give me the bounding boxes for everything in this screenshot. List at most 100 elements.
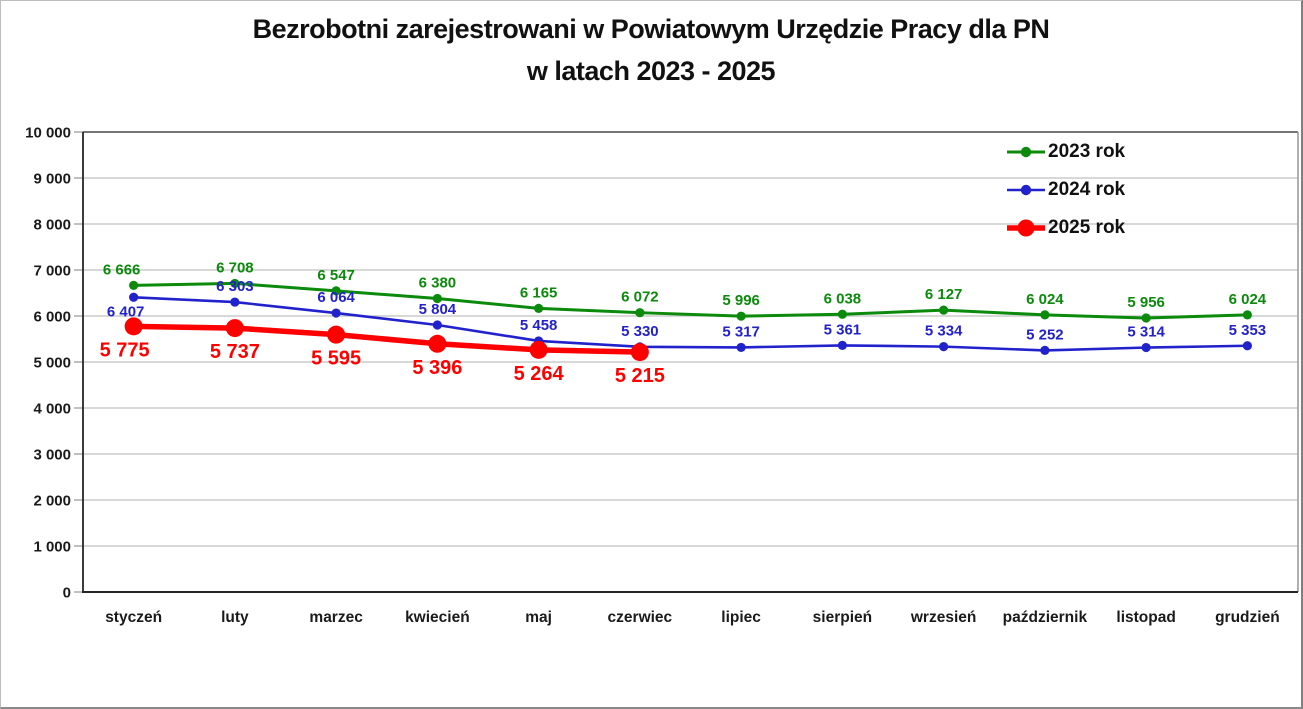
series-line: [130, 323, 643, 355]
data-label: 6 072: [621, 289, 659, 306]
data-point-marker: [1242, 310, 1252, 320]
data-label: 5 330: [621, 323, 659, 340]
y-tick-label: 4 000: [33, 401, 71, 418]
series-line: [132, 295, 1249, 352]
data-label: 5 314: [1127, 324, 1165, 341]
y-tick-label: 3 000: [33, 447, 71, 464]
data-label: 5 458: [520, 317, 558, 334]
data-label: 5 264: [514, 363, 565, 385]
data-label: 6 303: [216, 278, 254, 295]
gridlines: [83, 177, 1298, 547]
data-labels-2023-rok: 6 666 6 708 6 547 6 380 6 165 6 072 5 996 6 038…: [103, 259, 1267, 311]
legend-item-2023: 2023 rok: [1007, 133, 1125, 171]
data-point-marker: [939, 305, 949, 315]
data-point-marker: [230, 297, 240, 307]
data-point-marker: [534, 303, 544, 314]
data-point-marker: [837, 340, 847, 350]
legend-label-2023: 2023 rok: [1048, 141, 1126, 162]
data-labels-2024-rok: 6 407 6 303 6 064 5 804 5 458 5 330 5 317 5 361…: [107, 278, 1266, 343]
data-point-marker: [225, 319, 244, 338]
data-point-marker: [1040, 345, 1050, 356]
y-tick-label: 5 000: [33, 355, 71, 372]
chart-title: Bezrobotni zarejestrowani w Powiatowym U…: [1, 8, 1301, 92]
data-point-marker: [529, 340, 548, 359]
data-label: 6 024: [1229, 291, 1267, 308]
data-point-marker: [327, 325, 346, 344]
data-label: 6 708: [216, 259, 254, 276]
data-label: 5 996: [722, 292, 760, 309]
data-point-marker: [736, 342, 746, 353]
y-tick-label: 2 000: [33, 493, 71, 510]
data-label: 5 396: [412, 357, 462, 379]
x-axis-labels: styczeń luty marzec kwiecień maj czerwiec lipi…: [105, 609, 1279, 626]
legend-line-marker-icon: [1007, 146, 1045, 158]
data-point-marker: [1141, 313, 1151, 323]
data-label: 6 064: [317, 289, 355, 306]
x-tick-label: grudzień: [1215, 609, 1280, 626]
data-label: 5 956: [1127, 294, 1165, 311]
data-label: 6 165: [520, 284, 558, 301]
x-tick-label: czerwiec: [608, 609, 673, 626]
series-2024-rok: [129, 292, 1252, 356]
y-tick-label: 0: [63, 585, 71, 602]
data-point-marker: [331, 308, 341, 318]
data-point-marker: [129, 292, 139, 302]
y-axis-labels: 0 1 000 2 000 3 000 4 000 5 000 6 000 7 000 8 00…: [25, 125, 71, 602]
chart-title-line2: w latach 2023 - 2025: [526, 56, 776, 86]
data-label: 5 595: [311, 348, 361, 370]
series-line: [132, 281, 1249, 320]
data-label: 5 353: [1229, 322, 1267, 339]
plot-borders: [82, 131, 1299, 593]
x-tick-label: listopad: [1116, 609, 1175, 626]
x-tick-label: luty: [221, 609, 249, 626]
y-axis-ticks: [74, 131, 83, 593]
y-tick-label: 7 000: [33, 263, 71, 280]
data-point-marker: [1141, 342, 1151, 353]
data-label: 5 775: [100, 339, 150, 361]
data-label: 5 361: [824, 321, 862, 338]
legend-line-marker-icon: [1007, 219, 1045, 237]
y-tick-label: 8 000: [33, 217, 71, 234]
data-point-marker: [428, 334, 447, 353]
legend-item-2024: 2024 rok: [1007, 171, 1125, 209]
data-label: 6 547: [317, 267, 355, 284]
data-point-marker: [129, 280, 139, 290]
series-2023-rok: [129, 278, 1252, 323]
data-point-marker: [736, 311, 746, 321]
series-2025-rok: [124, 317, 649, 362]
y-tick-label: 1 000: [33, 539, 71, 556]
data-label: 5 215: [615, 365, 665, 387]
data-label: 5 334: [925, 323, 963, 340]
legend-label-2025: 2025 rok: [1048, 217, 1126, 238]
data-point-marker: [1242, 341, 1252, 351]
x-tick-label: sierpień: [813, 609, 872, 626]
data-label: 6 380: [419, 275, 457, 292]
x-tick-label: lipiec: [721, 609, 761, 626]
data-point-marker: [331, 286, 341, 296]
data-point-marker: [837, 309, 847, 319]
x-tick-label: styczeń: [105, 609, 162, 626]
y-tick-label: 9 000: [33, 171, 71, 188]
data-label: 6 666: [103, 261, 141, 278]
data-label: 5 252: [1026, 326, 1064, 343]
legend-line-marker-icon: [1007, 184, 1045, 196]
data-label: 6 127: [925, 286, 963, 303]
y-tick-label: 6 000: [33, 309, 71, 326]
legend-label-2024: 2024 rok: [1048, 179, 1126, 200]
data-point-marker: [432, 320, 442, 330]
x-tick-label: marzec: [309, 609, 363, 626]
legend: 2023 rok 2024 rok 2025 rok: [1007, 133, 1125, 247]
data-point-marker: [230, 278, 240, 289]
data-point-marker: [1040, 310, 1050, 320]
data-label: 6 024: [1026, 291, 1064, 308]
y-tick-label: 10 000: [25, 125, 71, 142]
data-point-marker: [630, 343, 649, 362]
data-label: 6 038: [824, 290, 862, 307]
data-point-marker: [124, 317, 143, 336]
chart-title-line1: Bezrobotni zarejestrowani w Powiatowym U…: [252, 14, 1050, 44]
data-point-marker: [635, 308, 645, 318]
data-label: 6 407: [107, 303, 145, 320]
legend-item-2025: 2025 rok: [1007, 209, 1125, 247]
x-tick-label: październik: [1003, 609, 1088, 626]
